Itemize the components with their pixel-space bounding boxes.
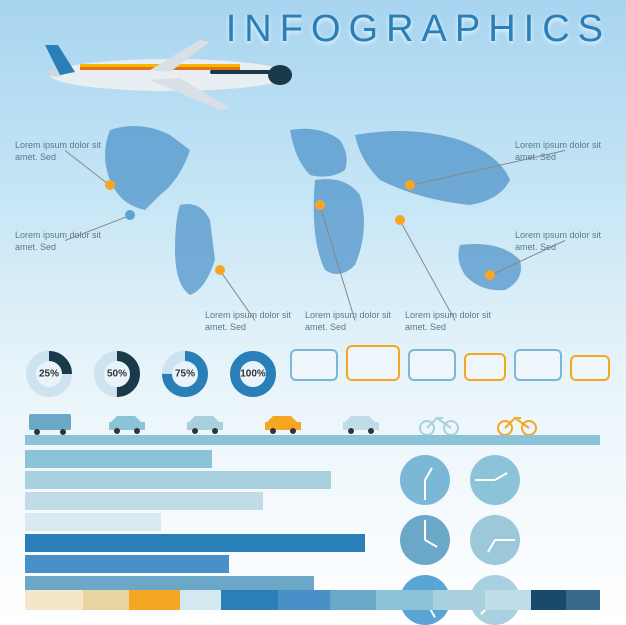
strip-segment <box>433 590 485 610</box>
map-label: Lorem ipsum dolor sit amet. Sed <box>15 230 115 253</box>
donut-chart: 100% <box>229 350 277 398</box>
map-dot <box>125 210 135 220</box>
clock-icon <box>470 455 520 505</box>
map-dot <box>215 265 225 275</box>
clock-icon <box>470 515 520 565</box>
donut-charts-row: 25% 50% 75% 100% <box>25 350 277 398</box>
title-text: INFOGRAPHICS <box>226 8 611 51</box>
donut-chart: 75% <box>161 350 209 398</box>
bike-icon <box>493 410 543 436</box>
bar-row <box>25 534 365 552</box>
speech-bubble-icon <box>464 353 506 381</box>
strip-segment <box>376 590 434 610</box>
map-dot <box>405 180 415 190</box>
map-dot <box>485 270 495 280</box>
map-dot <box>315 200 325 210</box>
map-dot <box>105 180 115 190</box>
strip-segment <box>330 590 376 610</box>
bar <box>25 471 331 489</box>
clock-icon <box>400 515 450 565</box>
strip-segment <box>485 590 531 610</box>
donut-label: 75% <box>175 369 195 380</box>
page-title: INFOGRAPHICS <box>226 8 611 51</box>
donut-chart: 25% <box>25 350 73 398</box>
bar-row <box>25 492 365 510</box>
speech-bubble-icon <box>346 345 400 381</box>
donut-label: 50% <box>107 369 127 380</box>
car-icon <box>103 410 153 436</box>
map-label: Lorem ipsum dolor sit amet. Sed <box>515 230 615 253</box>
speech-bubble-icon <box>408 349 456 381</box>
donut-chart: 50% <box>93 350 141 398</box>
speech-bubble-icon <box>290 349 338 381</box>
strip-segment <box>83 590 129 610</box>
strip-segment <box>180 590 220 610</box>
world-map-area: Lorem ipsum dolor sit amet. SedLorem ips… <box>10 100 616 340</box>
speech-bubbles-row <box>290 345 610 381</box>
bar-row <box>25 555 365 573</box>
speech-bubble-icon <box>570 355 610 381</box>
bus-icon <box>25 410 75 436</box>
strip-segment <box>129 590 181 610</box>
strip-segment <box>25 590 83 610</box>
map-label: Lorem ipsum dolor sit amet. Sed <box>305 310 405 333</box>
strip-segment <box>221 590 279 610</box>
strip-segment <box>531 590 566 610</box>
car-icon <box>337 410 387 436</box>
vehicles-row <box>25 410 543 436</box>
donut-label: 100% <box>240 369 266 380</box>
speech-bubble-icon <box>514 349 562 381</box>
donut-label: 25% <box>39 369 59 380</box>
strip-segment <box>566 590 601 610</box>
bar-row <box>25 513 365 531</box>
bar-chart <box>25 450 365 597</box>
clock-icon <box>400 455 450 505</box>
bar <box>25 492 263 510</box>
bar <box>25 534 365 552</box>
map-label: Lorem ipsum dolor sit amet. Sed <box>205 310 305 333</box>
bar <box>25 450 212 468</box>
map-label: Lorem ipsum dolor sit amet. Sed <box>405 310 505 333</box>
color-strip <box>25 590 600 610</box>
map-label: Lorem ipsum dolor sit amet. Sed <box>515 140 615 163</box>
car-icon <box>181 410 231 436</box>
vehicle-bar <box>25 435 600 445</box>
bar <box>25 555 229 573</box>
bar-row <box>25 450 365 468</box>
bike-icon <box>415 410 465 436</box>
strip-segment <box>278 590 330 610</box>
bar <box>25 513 161 531</box>
bar-row <box>25 471 365 489</box>
car-icon <box>259 410 309 436</box>
map-dot <box>395 215 405 225</box>
